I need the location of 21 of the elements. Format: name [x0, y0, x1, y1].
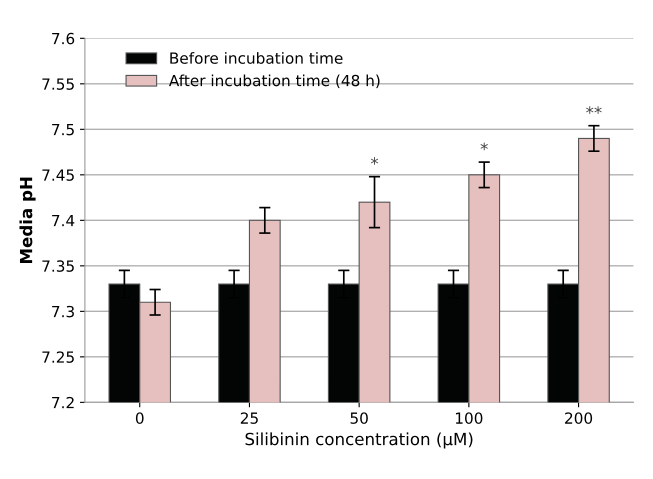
y-tick-label: 7.6 — [52, 32, 74, 44]
y-tick-label: 7.45 — [42, 170, 74, 181]
y-axis-title: Media pH — [19, 178, 36, 264]
legend-label: Before incubation time — [170, 52, 343, 64]
y-tick-label: 7.35 — [42, 260, 74, 272]
y-tick-label: 7.5 — [52, 124, 74, 136]
y-tick-label: 7.55 — [42, 78, 74, 90]
legend-label: After incubation time (48 h) — [168, 74, 380, 88]
x-tick-label: 50 — [350, 412, 368, 424]
annotation: * — [370, 157, 378, 165]
annotation: * — [480, 142, 488, 150]
x-tick-label: 200 — [565, 412, 592, 424]
x-axis-title: Silibinin concentration (µM) — [246, 432, 472, 449]
y-tick-label: 7.4 — [52, 215, 74, 226]
annotation: ** — [586, 106, 602, 114]
y-tick-label: 7.2 — [52, 396, 74, 408]
y-tick-label: 7.3 — [52, 306, 74, 318]
x-tick-label: 100 — [456, 412, 482, 424]
y-tick-label: 7.25 — [42, 351, 74, 363]
x-tick-label: 0 — [136, 412, 144, 424]
x-tick-label: 25 — [240, 412, 258, 424]
